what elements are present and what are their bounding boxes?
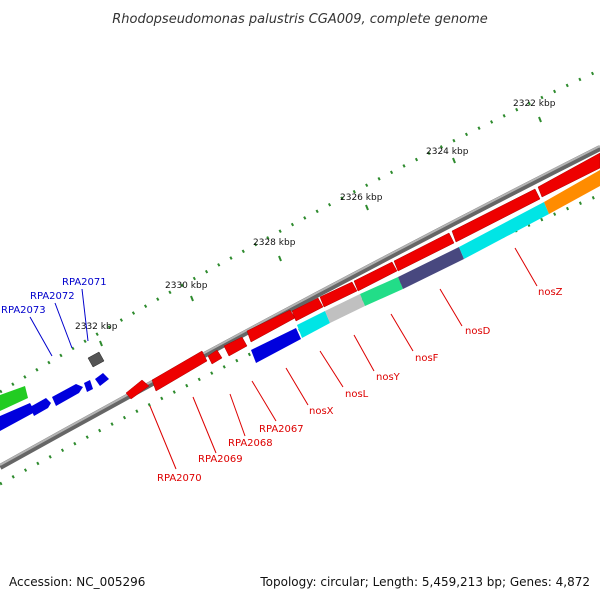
gene-label-nosF: nosF [415,353,439,364]
major-tick [99,340,103,347]
reverse-genes [125,152,600,400]
gene-feature-rpa2072[interactable] [84,380,93,392]
gene-label-rpa2073: RPA2073 [1,305,46,316]
tick-label-2332: 2332 kbp [75,322,118,332]
connector-nosD [439,288,463,327]
major-tick [365,204,369,211]
major-tick [190,295,194,302]
gene-feature-rpa2067[interactable] [223,336,248,357]
connector-rpa2069 [192,396,217,454]
connector-rpa2068 [229,393,246,437]
major-tick [452,157,456,164]
major-tick [538,116,542,123]
gene-feature-nosZ-top[interactable] [451,188,541,243]
genome-backbone [0,145,600,470]
gene-feature-nosF-top[interactable] [353,261,398,292]
reverse-label-lines [149,247,538,470]
connector-rpa2067 [251,380,277,422]
gene-feature-next[interactable] [544,170,600,214]
gene-label-rpa2067: RPA2067 [259,424,304,435]
gene-feature-nosD[interactable] [398,247,464,289]
gene-label-rpa2072: RPA2072 [30,291,75,302]
gene-feature-next-top[interactable] [537,152,600,198]
connector-nosZ [514,247,538,287]
connector-nosY [353,334,375,372]
gene-feature-rpa2071b[interactable] [95,373,109,386]
gene-feature-nosY[interactable] [325,294,365,323]
forward-genes [0,351,109,431]
gene-feature-nosF[interactable] [360,277,403,306]
footer-summary: Topology: circular; Length: 5,459,213 bp… [259,575,590,589]
major-ticks [99,116,542,347]
gene-feature-nosX[interactable] [251,328,301,363]
gene-feature-nosL-top[interactable] [291,297,324,322]
tick-label-2330: 2330 kbp [165,281,208,291]
gene-label-nosL: nosL [345,389,369,400]
connector-nosL [319,350,344,388]
tick-label-2328: 2328 kbp [253,238,296,248]
gene-feature-nosY-top[interactable] [319,281,358,308]
connector-rpa2073 [29,316,53,357]
gene-feature-rpa2073[interactable] [52,384,83,406]
gene-feature-upstream-1[interactable] [30,398,51,416]
gene-label-nosD: nosD [465,326,491,337]
gene-feature-nosD-top[interactable] [393,232,455,272]
gene-label-rpa2070: RPA2070 [157,473,202,484]
gene-label-rpa2071: RPA2071 [62,277,107,288]
connector-rpa2072 [54,302,73,349]
gene-feature-rpa2071[interactable] [87,351,105,368]
gene-label-rpa2068: RPA2068 [228,438,273,449]
map-title: Rhodopseudomonas palustris CGA009, compl… [112,12,488,27]
gene-feature-nosL[interactable] [297,311,330,338]
gene-feature-rpa2069[interactable] [151,350,208,392]
tick-label-2324: 2324 kbp [426,147,469,157]
connector-rpa2071 [81,288,89,342]
connector-nosX [285,367,309,406]
gene-label-nosY: nosY [376,372,401,383]
connector-rpa2070 [149,405,177,470]
gene-feature-rpa2070[interactable] [125,379,150,400]
footer-accession: Accession: NC_005296 [9,575,145,589]
gene-label-nosX: nosX [309,406,334,417]
gene-label-rpa2069: RPA2069 [198,454,243,465]
gene-feature-nosZ[interactable] [459,202,549,259]
connector-nosF [390,313,414,352]
gene-feature-upstream-2[interactable] [0,403,35,431]
major-tick [278,255,282,262]
outer-tick-ring [0,68,600,394]
tick-label-2326: 2326 kbp [340,193,383,203]
gene-feature-rpa2068[interactable] [207,349,223,365]
tick-label-2322: 2322 kbp [513,99,556,109]
gene-feature-upstream-3[interactable] [0,386,28,411]
gene-label-nosZ: nosZ [538,287,563,298]
forward-label-lines [29,288,89,357]
